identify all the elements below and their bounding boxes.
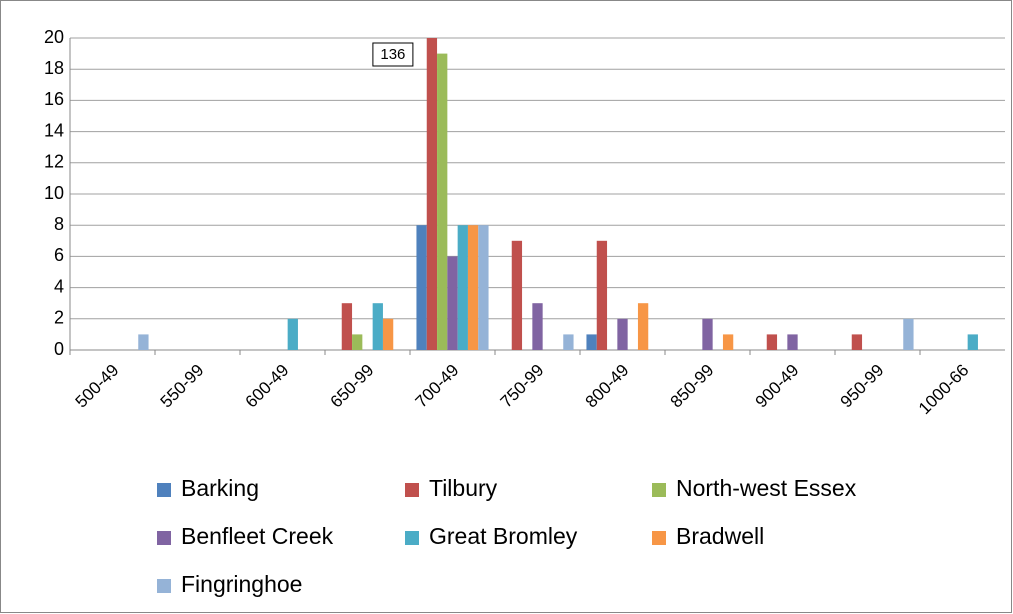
bar: [702, 318, 713, 350]
y-tick-label: 16: [44, 89, 64, 109]
bar: [382, 318, 394, 350]
bar: [617, 318, 628, 350]
bar: [437, 53, 448, 350]
y-tick-label: 0: [54, 339, 64, 359]
legend-swatch: [652, 483, 666, 497]
legend-label: North-west Essex: [676, 475, 857, 501]
legend-swatch: [157, 531, 171, 545]
bar: [586, 334, 597, 350]
y-tick-label: 10: [44, 183, 64, 203]
y-tick-label: 2: [54, 308, 64, 328]
y-tick-label: 18: [44, 58, 64, 78]
bar: [352, 334, 363, 350]
bar: [637, 303, 649, 350]
bar: [903, 318, 914, 350]
y-tick-label: 4: [54, 276, 64, 296]
bar: [787, 334, 798, 350]
y-tick-label: 6: [54, 245, 64, 265]
legend-swatch: [157, 579, 171, 593]
bar: [851, 334, 863, 350]
bar: [426, 38, 438, 350]
bar: [372, 303, 383, 350]
y-tick-label: 8: [54, 214, 64, 234]
legend-swatch: [405, 531, 419, 545]
bar: [138, 334, 149, 350]
bar: [967, 334, 978, 350]
legend-label: Tilbury: [429, 475, 498, 501]
bar: [287, 318, 298, 350]
legend-label: Benfleet Creek: [181, 523, 334, 549]
data-label: 136: [380, 46, 405, 63]
legend-swatch: [405, 483, 419, 497]
bar: [341, 303, 353, 350]
bar: [447, 256, 458, 350]
bar: [416, 225, 427, 350]
bar: [722, 334, 734, 350]
plot-area: [138, 38, 978, 350]
y-tick-label: 14: [44, 120, 64, 140]
y-tick-label: 20: [44, 27, 64, 47]
legend-swatch: [652, 531, 666, 545]
legend-label: Fingringhoe: [181, 571, 302, 597]
bar: [478, 225, 489, 350]
legend-swatch: [157, 483, 171, 497]
bar: [563, 334, 574, 350]
bar: [511, 240, 523, 350]
legend-label: Bradwell: [676, 523, 764, 549]
data-label-box: [372, 42, 414, 67]
legend-label: Barking: [181, 475, 259, 501]
bar: [766, 334, 778, 350]
bar: [532, 303, 543, 350]
y-tick-label: 12: [44, 152, 64, 172]
bar: [596, 240, 608, 350]
bar: [457, 225, 468, 350]
legend-label: Great Bromley: [429, 523, 578, 549]
bar: [467, 225, 479, 350]
